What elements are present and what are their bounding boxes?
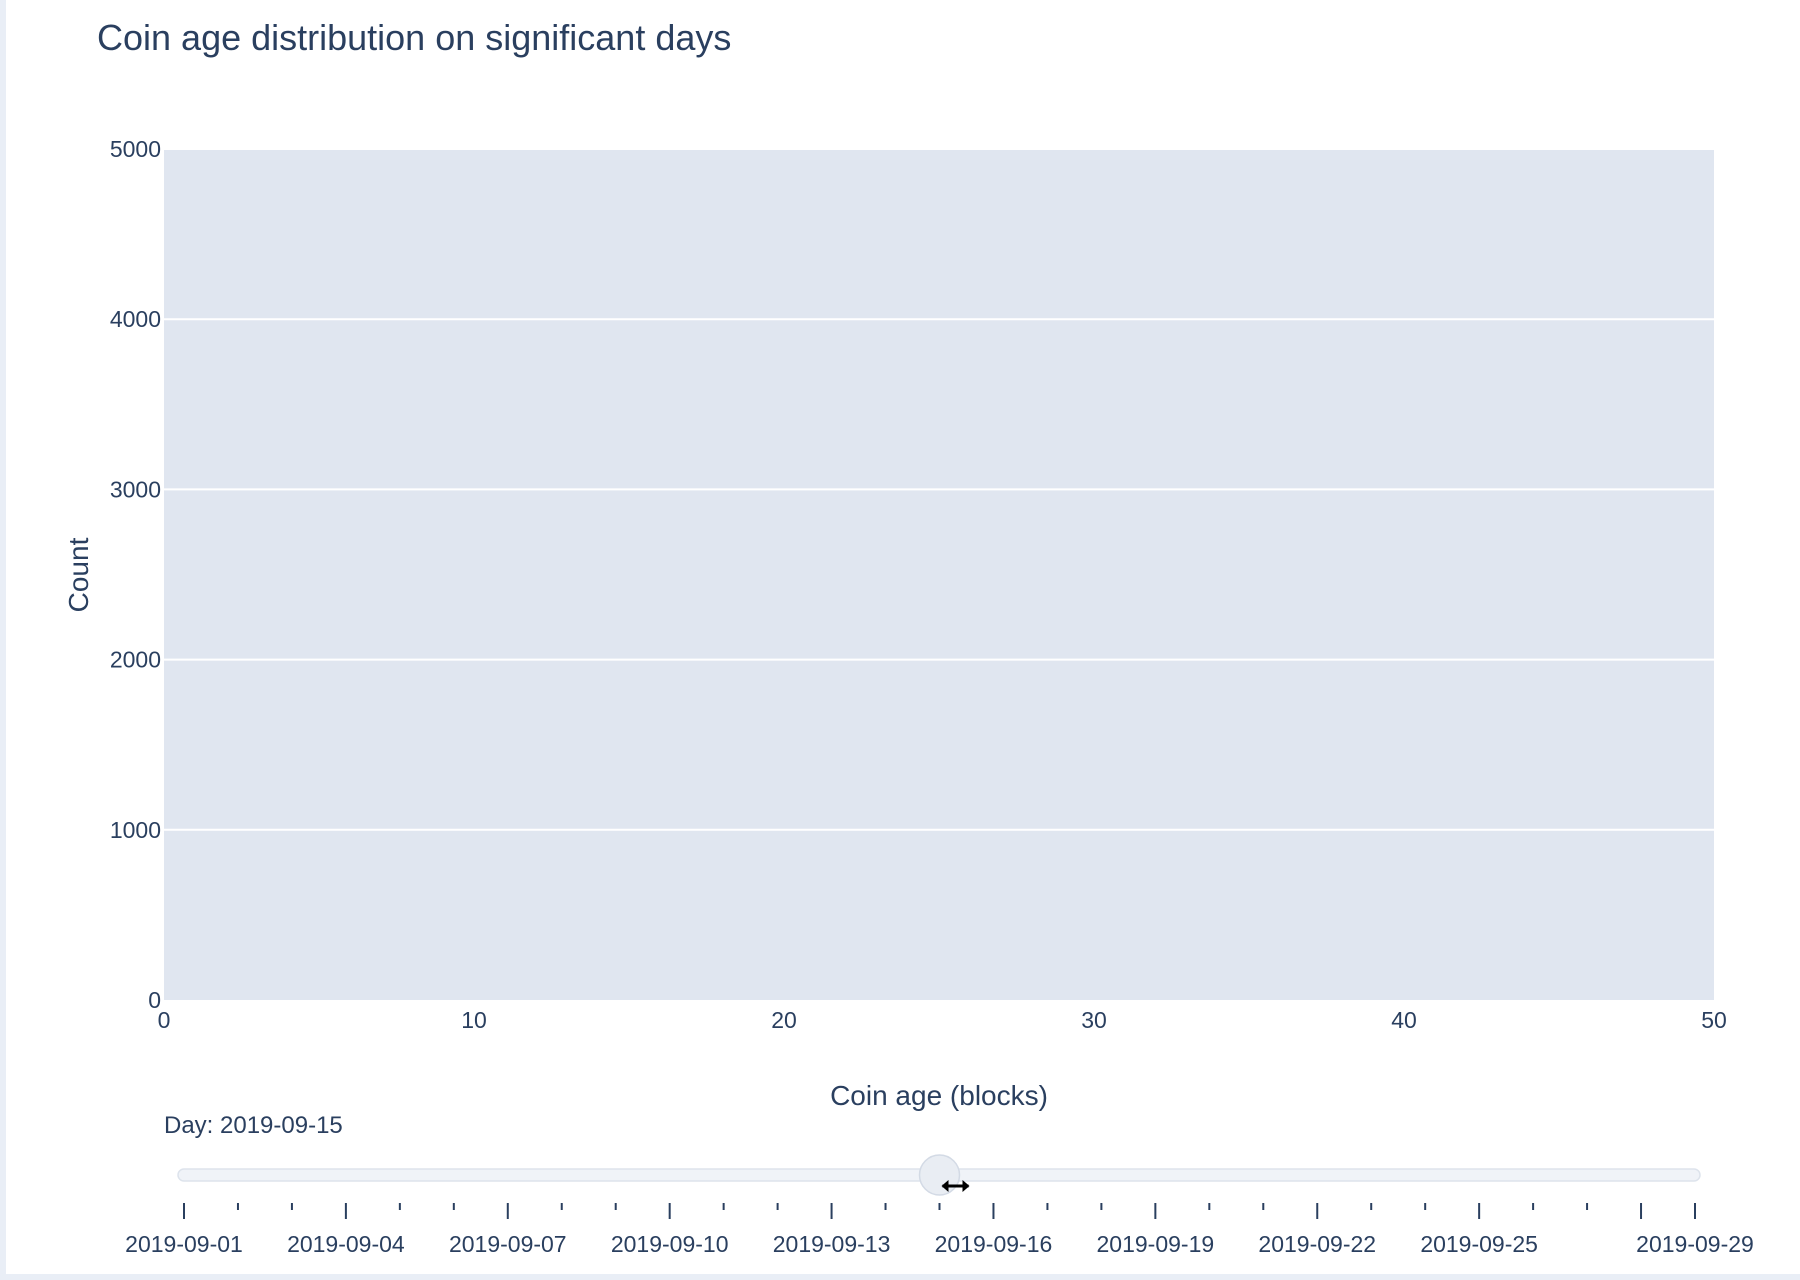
y-tick-label: 4000 [110,306,161,332]
slider-handle-knob[interactable] [918,1154,961,1196]
x-axis: 0 10 20 30 40 50 [158,1007,1727,1033]
slider-tick-label[interactable]: 2019-09-04 [287,1231,405,1257]
slider-tick-label[interactable]: 2019-09-22 [1258,1231,1376,1257]
y-tick-label: 1000 [110,817,161,843]
slider-current-label: Day: 2019-09-15 [164,1112,343,1139]
slider-tick-label[interactable]: 2019-09-16 [935,1231,1053,1257]
y-tick-label: 0 [148,987,161,1013]
day-slider[interactable]: Day: 2019-09-15 2019-09-01 2019-09-04 2019… [125,1112,1754,1257]
gridlines [164,148,1714,831]
slider-tick-label[interactable]: 2019-09-01 [125,1231,243,1257]
slider-tick-label[interactable]: 2019-09-13 [773,1231,891,1257]
x-axis-title: Coin age (blocks) [830,1080,1048,1111]
slider-tick-label[interactable]: 2019-09-29 [1636,1231,1754,1257]
x-tick-label: 50 [1701,1007,1727,1033]
bottom-frame-border [0,1274,1800,1280]
slider-tick-label[interactable]: 2019-09-19 [1097,1231,1215,1257]
x-tick-label: 20 [771,1007,797,1033]
plot-area[interactable] [164,149,1714,1000]
y-axis: 0 1000 2000 3000 4000 5000 [110,136,161,1013]
slider-tick-label[interactable]: 2019-09-10 [611,1231,729,1257]
chart-title: Coin age distribution on significant day… [97,17,731,58]
y-tick-label: 5000 [110,136,161,162]
slider-tick-label[interactable]: 2019-09-25 [1420,1231,1538,1257]
slider-ticks: 2019-09-01 2019-09-04 2019-09-07 2019-09-10… [125,1203,1754,1257]
x-tick-label: 40 [1391,1007,1417,1033]
slider-handle[interactable] [918,1154,970,1196]
y-tick-label: 3000 [110,476,161,502]
x-tick-label: 30 [1081,1007,1107,1033]
slider-tick-label[interactable]: 2019-09-07 [449,1231,567,1257]
y-axis-title: Count [63,537,94,612]
x-tick-label: 0 [158,1007,171,1033]
left-frame-border [0,0,6,1280]
y-tick-label: 2000 [110,647,161,673]
x-tick-label: 10 [461,1007,487,1033]
resize-cursor-icon [941,1180,970,1192]
